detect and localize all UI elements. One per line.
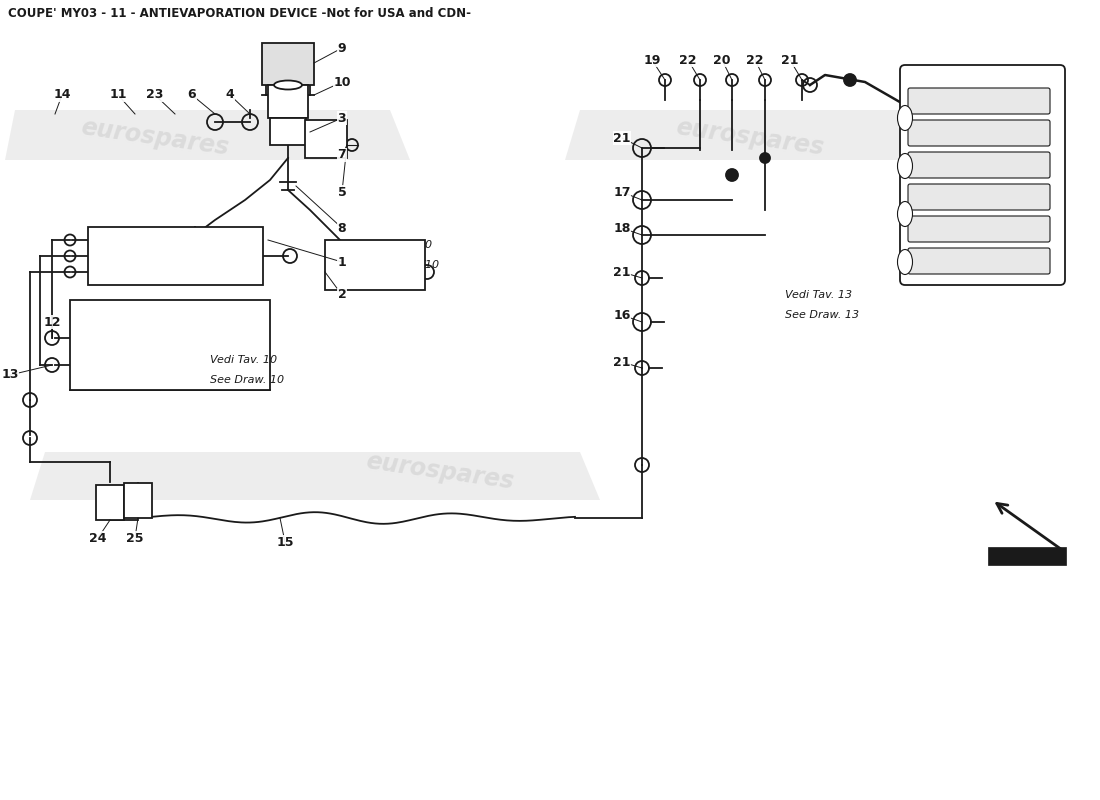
Text: 23: 23 (146, 89, 164, 102)
Text: Vedi Tav. 10: Vedi Tav. 10 (365, 240, 432, 250)
FancyBboxPatch shape (88, 227, 263, 285)
Circle shape (726, 169, 738, 181)
Text: See Draw. 10: See Draw. 10 (210, 375, 284, 385)
FancyBboxPatch shape (900, 65, 1065, 285)
Text: 21: 21 (614, 266, 630, 278)
Circle shape (278, 122, 298, 142)
Polygon shape (565, 110, 950, 160)
Ellipse shape (898, 250, 913, 274)
Ellipse shape (898, 106, 913, 130)
FancyBboxPatch shape (908, 248, 1050, 274)
Circle shape (331, 141, 339, 149)
Text: 25: 25 (126, 531, 144, 545)
Text: 21: 21 (614, 131, 630, 145)
FancyBboxPatch shape (908, 120, 1050, 146)
Circle shape (760, 153, 770, 163)
Text: Vedi Tav. 13: Vedi Tav. 13 (785, 290, 852, 300)
FancyBboxPatch shape (96, 485, 124, 520)
Circle shape (316, 141, 324, 149)
Text: 15: 15 (276, 535, 294, 549)
Text: 5: 5 (338, 186, 346, 198)
FancyBboxPatch shape (270, 118, 306, 145)
Ellipse shape (898, 154, 913, 178)
Text: 4: 4 (226, 89, 234, 102)
Text: 24: 24 (89, 531, 107, 545)
Text: 14: 14 (53, 89, 70, 102)
FancyBboxPatch shape (262, 43, 314, 85)
FancyBboxPatch shape (908, 152, 1050, 178)
Text: 16: 16 (614, 309, 630, 322)
Ellipse shape (274, 81, 302, 90)
Polygon shape (30, 452, 600, 500)
Text: 12: 12 (43, 315, 60, 329)
Text: 13: 13 (1, 369, 19, 382)
Text: 21: 21 (781, 54, 799, 66)
Text: 10: 10 (333, 75, 351, 89)
FancyBboxPatch shape (70, 300, 270, 390)
Text: eurospares: eurospares (364, 450, 516, 494)
FancyBboxPatch shape (124, 483, 152, 518)
Text: 22: 22 (680, 54, 696, 66)
Text: Vedi Tav. 10: Vedi Tav. 10 (210, 355, 277, 365)
Text: eurospares: eurospares (674, 116, 826, 160)
Text: 9: 9 (338, 42, 346, 54)
FancyBboxPatch shape (908, 216, 1050, 242)
Text: See Draw. 10: See Draw. 10 (365, 260, 439, 270)
FancyBboxPatch shape (988, 547, 1066, 565)
Text: 2: 2 (338, 289, 346, 302)
Text: 22: 22 (746, 54, 763, 66)
Text: 6: 6 (188, 89, 196, 102)
Text: 11: 11 (109, 89, 126, 102)
Circle shape (844, 74, 856, 86)
Text: 1: 1 (338, 255, 346, 269)
Text: 7: 7 (338, 149, 346, 162)
FancyBboxPatch shape (908, 184, 1050, 210)
FancyBboxPatch shape (324, 240, 425, 290)
Ellipse shape (898, 202, 913, 226)
Text: 3: 3 (338, 111, 346, 125)
FancyBboxPatch shape (268, 85, 308, 118)
Text: See Draw. 13: See Draw. 13 (785, 310, 859, 320)
Text: 8: 8 (338, 222, 346, 234)
FancyBboxPatch shape (908, 88, 1050, 114)
Text: 19: 19 (644, 54, 661, 66)
Text: eurospares: eurospares (79, 116, 231, 160)
Polygon shape (6, 110, 410, 160)
Text: 17: 17 (614, 186, 630, 198)
FancyBboxPatch shape (305, 120, 346, 158)
Text: 18: 18 (614, 222, 630, 234)
Text: 21: 21 (614, 355, 630, 369)
Text: 20: 20 (713, 54, 730, 66)
Text: COUPE' MY03 - 11 - ANTIEVAPORATION DEVICE -Not for USA and CDN-: COUPE' MY03 - 11 - ANTIEVAPORATION DEVIC… (8, 7, 471, 20)
